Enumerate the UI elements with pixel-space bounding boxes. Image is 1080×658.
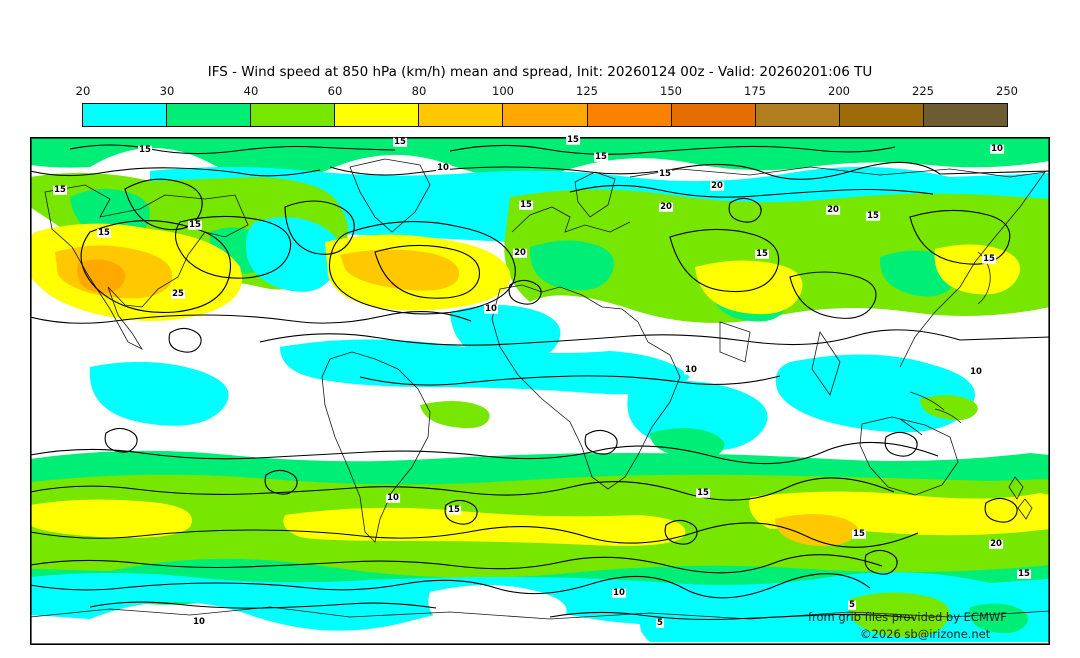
fill-tropic-cyan <box>89 361 229 426</box>
colorbar-segment <box>419 104 504 126</box>
map-border <box>30 137 1050 645</box>
fill-jet-max <box>77 259 126 293</box>
world-map <box>30 137 1050 645</box>
fill-patch <box>529 240 614 291</box>
colorbar-tick-label: 200 <box>828 84 850 98</box>
chart-title: IFS - Wind speed at 850 hPa (km/h) mean … <box>207 64 873 80</box>
colorbar-segment <box>335 104 420 126</box>
colorbar-segment <box>923 104 1008 126</box>
colorbar-tick-label: 175 <box>744 84 766 98</box>
colorbar-segment <box>587 104 672 126</box>
fill-patch <box>650 428 725 459</box>
fill-patch <box>450 305 561 363</box>
fill-patch <box>920 395 978 421</box>
colorbar-segment <box>167 104 252 126</box>
fill-patch <box>969 603 1029 634</box>
attribution-copyright: ©2026 sb@irizone.net <box>860 627 991 641</box>
colorbar-segment <box>251 104 336 126</box>
fill-patch <box>695 260 803 315</box>
fill-tropic-cyan <box>775 354 975 433</box>
attribution-source: from grib files provided by ECMWF <box>808 610 1007 624</box>
colorbar-segment <box>755 104 840 126</box>
colorbar-segment <box>83 104 168 126</box>
colorbar-tick-label: 125 <box>576 84 598 98</box>
fill-southern-jet <box>30 499 192 538</box>
fill-patch <box>848 592 950 638</box>
colorbar-ticks: 20 30 40 60 80 100 125 150 175 200 225 250 <box>76 84 1018 98</box>
coastlines <box>30 158 1050 620</box>
colorbar-tick-label: 30 <box>159 84 175 98</box>
spread-contours <box>30 144 1050 621</box>
colorbar-segment <box>671 104 756 126</box>
fill-jet-core <box>775 514 859 546</box>
colorbar-tick-label: 40 <box>243 84 259 98</box>
colorbar-tick-label: 100 <box>492 84 514 98</box>
colorbar-tick-label: 150 <box>660 84 682 98</box>
fill-tropic-cyan <box>280 339 690 395</box>
fill-jet-core <box>340 249 460 291</box>
colorbar-tick-label: 225 <box>912 84 934 98</box>
colorbar-segment <box>839 104 924 126</box>
colorbar-tick-label: 80 <box>411 84 427 98</box>
colorbar-segment <box>503 104 588 126</box>
colorbar-tick-label: 60 <box>327 84 343 98</box>
colorbar-tick-label: 20 <box>75 84 91 98</box>
fill-patch <box>420 401 490 429</box>
colorbar <box>82 103 1008 127</box>
colorbar-tick-label: 250 <box>996 84 1018 98</box>
fill-patch <box>428 585 567 636</box>
